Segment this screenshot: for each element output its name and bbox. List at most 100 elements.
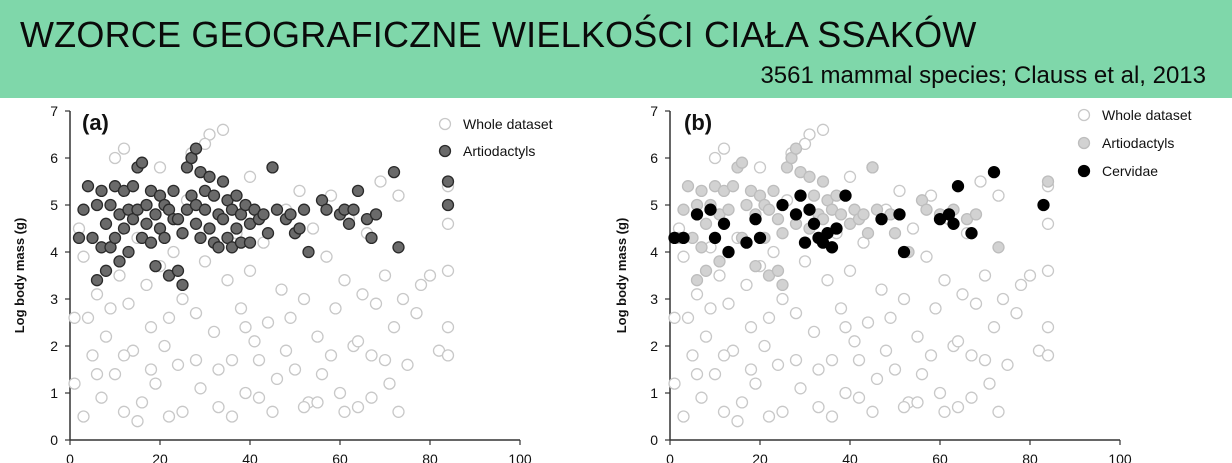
data-point xyxy=(113,255,126,268)
data-point xyxy=(708,151,722,165)
panel-label: (b) xyxy=(684,110,712,135)
scatter-plot-a: 0 1 2 3 4 5 6 7 0 20 40 60 80 100 Log body mass (g) (a)… xyxy=(12,103,553,463)
data-point xyxy=(189,353,203,367)
data-point xyxy=(668,311,681,324)
x-tick-label: 40 xyxy=(842,451,858,463)
data-point xyxy=(117,222,131,235)
data-point xyxy=(812,400,825,414)
data-point xyxy=(717,217,731,230)
data-point xyxy=(441,264,455,277)
data-point xyxy=(911,396,924,409)
data-point xyxy=(203,170,216,183)
data-point xyxy=(108,231,122,245)
data-point xyxy=(803,170,816,183)
x-tick-label: 20 xyxy=(752,451,768,463)
data-point xyxy=(843,170,857,183)
data-point xyxy=(825,410,839,423)
data-point xyxy=(176,405,189,418)
data-point xyxy=(987,321,1001,334)
data-point xyxy=(749,377,762,390)
legend-marker xyxy=(438,144,452,158)
data-point xyxy=(86,231,99,245)
series-whole-dataset xyxy=(668,123,1055,428)
data-point xyxy=(378,269,392,282)
y-tick-label: 2 xyxy=(650,338,658,354)
data-point xyxy=(212,241,225,254)
data-point xyxy=(333,386,347,400)
data-point xyxy=(767,184,780,198)
legend-marker xyxy=(1077,108,1091,122)
x-tick-label: 100 xyxy=(508,451,532,463)
y-tick-label: 2 xyxy=(50,338,58,354)
data-point xyxy=(735,396,749,409)
data-point xyxy=(293,184,306,198)
data-point xyxy=(722,297,735,310)
data-point xyxy=(686,349,699,362)
data-point xyxy=(789,208,803,221)
data-point xyxy=(776,292,789,306)
data-point xyxy=(987,165,1001,179)
data-point xyxy=(239,321,252,334)
data-point xyxy=(924,349,938,362)
data-point xyxy=(938,405,951,418)
data-point xyxy=(302,245,315,259)
data-point xyxy=(315,368,329,381)
data-point xyxy=(162,410,176,423)
data-point xyxy=(1014,278,1028,292)
data-point xyxy=(677,203,690,216)
data-point xyxy=(392,189,405,202)
data-point xyxy=(938,274,951,287)
data-point xyxy=(212,363,225,376)
data-point xyxy=(681,311,695,324)
data-point xyxy=(149,377,162,390)
x-tick-label: 80 xyxy=(1022,451,1038,463)
data-point xyxy=(216,175,230,188)
data-point xyxy=(392,405,405,418)
data-point xyxy=(965,349,978,362)
data-point xyxy=(740,198,753,212)
data-point xyxy=(825,353,839,367)
data-point xyxy=(140,198,153,212)
data-point xyxy=(668,377,681,390)
data-point xyxy=(771,212,785,226)
data-point xyxy=(713,255,726,268)
panel-label: (a) xyxy=(82,110,109,135)
data-point xyxy=(198,255,212,268)
data-point xyxy=(158,339,171,353)
data-point xyxy=(762,311,776,324)
data-point xyxy=(807,189,821,202)
legend-marker xyxy=(1077,136,1091,150)
data-point xyxy=(920,203,933,216)
data-point xyxy=(68,377,81,390)
data-point xyxy=(387,321,401,334)
data-point xyxy=(68,311,81,324)
data-point xyxy=(189,142,203,155)
data-point xyxy=(167,184,180,198)
data-point xyxy=(414,278,428,292)
data-point xyxy=(441,321,455,334)
data-point xyxy=(713,269,726,282)
data-point xyxy=(951,335,965,348)
data-point xyxy=(983,377,996,390)
data-point xyxy=(194,231,207,245)
data-point xyxy=(1041,349,1055,362)
data-point xyxy=(897,292,911,306)
data-point xyxy=(365,231,378,245)
data-point xyxy=(888,227,902,240)
title-banner: WZORCE GEOGRAFICZNE WIELKOŚCI CIAŁA SSAK… xyxy=(0,0,1232,98)
data-point xyxy=(441,198,455,212)
data-point xyxy=(144,363,158,376)
data-point xyxy=(378,353,392,367)
data-point xyxy=(992,189,1005,202)
x-tick-label: 100 xyxy=(1108,451,1132,463)
data-point xyxy=(762,203,776,216)
data-point xyxy=(996,292,1010,306)
data-point xyxy=(306,222,320,235)
data-point xyxy=(72,231,86,245)
data-point xyxy=(441,349,455,362)
data-point xyxy=(776,278,789,292)
data-point xyxy=(722,203,735,216)
data-point xyxy=(740,236,753,249)
data-point xyxy=(135,156,149,169)
data-point xyxy=(969,297,983,310)
